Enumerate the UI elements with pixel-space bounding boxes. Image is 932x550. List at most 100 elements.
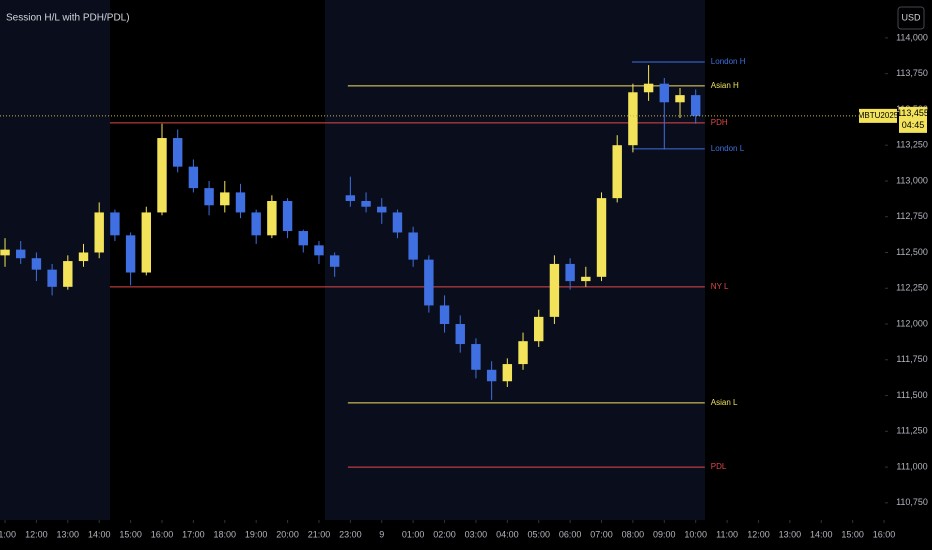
- candle-body: [486, 369, 497, 382]
- candle-body: [298, 231, 308, 246]
- candle-body: [690, 95, 701, 116]
- candle-body: [659, 83, 670, 103]
- candle-body: [141, 212, 152, 273]
- session-shade: [0, 0, 110, 520]
- candle-body: [251, 212, 261, 236]
- y-tick-label: 111,750: [896, 354, 927, 364]
- session-shade: [325, 0, 705, 520]
- x-tick-label: 14:00: [810, 529, 833, 539]
- y-tick-label: 111,000: [896, 461, 927, 471]
- currency-button[interactable]: [897, 6, 925, 30]
- candle-body: [282, 200, 293, 232]
- candle-body: [455, 324, 465, 345]
- x-tick-label: 13:00: [779, 529, 802, 539]
- y-tick-label: 112,250: [896, 283, 928, 293]
- x-tick-label: 04:00: [496, 529, 519, 539]
- level-label: NY L: [711, 282, 729, 291]
- candle-body: [596, 198, 607, 277]
- candle-body: [565, 263, 575, 282]
- x-tick-label: 03:00: [465, 529, 488, 539]
- candle-body: [94, 212, 104, 253]
- y-tick-label: 112,500: [896, 247, 928, 257]
- candle-body: [612, 145, 622, 199]
- last-price-label: 113,455: [897, 108, 929, 118]
- x-tick-label: 18:00: [214, 529, 237, 539]
- candle-body: [188, 166, 199, 189]
- candle-body: [314, 245, 324, 256]
- candle-body: [424, 259, 434, 306]
- y-tick-label: 112,750: [896, 211, 928, 221]
- level-label: Asian H: [711, 81, 739, 90]
- candle-body: [628, 92, 638, 146]
- y-tick-label: 112,000: [896, 318, 928, 328]
- x-tick-label: 05:00: [527, 529, 550, 539]
- candle-body: [377, 206, 387, 213]
- x-tick-label: 10:00: [684, 529, 707, 539]
- x-tick-label: 19:00: [245, 529, 268, 539]
- candle-body: [439, 305, 450, 325]
- candle-body: [502, 364, 513, 382]
- candle-body: [157, 138, 167, 213]
- indicator-title: Session H/L with PDH/PDL): [6, 13, 130, 24]
- symbol-tag: [859, 108, 897, 123]
- candle-body: [235, 192, 246, 213]
- candle-body: [329, 255, 340, 267]
- candle-body: [534, 316, 544, 342]
- x-tick-label: 08:00: [622, 529, 645, 539]
- x-tick-label: 21:00: [308, 529, 331, 539]
- candle-body: [78, 252, 89, 262]
- y-tick-label: 113,750: [896, 68, 928, 78]
- candle-body: [267, 200, 277, 236]
- candle-body: [345, 195, 356, 201]
- candle-body: [125, 235, 136, 273]
- candle-body: [204, 188, 214, 206]
- candle-body: [471, 344, 481, 370]
- candle-body: [675, 95, 685, 103]
- x-tick-label: 01:00: [402, 529, 425, 539]
- time-axis: [0, 520, 885, 550]
- level-label: London H: [711, 57, 746, 66]
- price-tag: [899, 106, 927, 133]
- x-tick-label: 12:00: [25, 529, 48, 539]
- candle-body: [518, 341, 528, 365]
- x-tick-label: 11:00: [0, 529, 16, 539]
- x-tick-label: 23:00: [339, 529, 362, 539]
- countdown: 04:45: [902, 120, 925, 130]
- candle-body: [63, 261, 73, 287]
- x-tick-label: 20:00: [276, 529, 299, 539]
- x-tick-label: 13:00: [57, 529, 80, 539]
- x-tick-label: 16:00: [151, 529, 174, 539]
- level-label: PDH: [711, 118, 728, 127]
- x-tick-label: 15:00: [841, 529, 864, 539]
- level-label: Asian L: [711, 398, 738, 407]
- y-tick-label: 110,750: [896, 497, 928, 507]
- candle-body: [220, 192, 230, 206]
- x-tick-label: 14:00: [88, 529, 111, 539]
- y-tick-label: 113,000: [896, 175, 928, 185]
- candle-body: [31, 258, 42, 270]
- symbol-label: MBTU2025: [858, 111, 899, 120]
- candle-body: [47, 269, 57, 287]
- candle-body: [392, 212, 403, 233]
- x-tick-label: 06:00: [559, 529, 582, 539]
- y-tick-label: 113,250: [896, 140, 928, 150]
- price-axis: [885, 0, 932, 550]
- level-label: PDL: [711, 462, 727, 471]
- currency-label: USD: [901, 12, 921, 22]
- x-tick-label: 11:00: [716, 529, 738, 539]
- x-tick-label: 17:00: [182, 529, 205, 539]
- candle-body: [0, 249, 10, 256]
- candle-body: [110, 212, 120, 236]
- candle-body: [581, 276, 591, 282]
- candle-body: [172, 138, 183, 167]
- x-tick-label: 02:00: [433, 529, 456, 539]
- x-tick-label: 12:00: [747, 529, 770, 539]
- level-label: London L: [711, 144, 745, 153]
- y-tick-label: 111,250: [896, 426, 927, 436]
- candle-body: [408, 232, 418, 260]
- candle-body: [16, 249, 26, 259]
- x-tick-label: 09:00: [653, 529, 676, 539]
- session-shade: [705, 0, 885, 520]
